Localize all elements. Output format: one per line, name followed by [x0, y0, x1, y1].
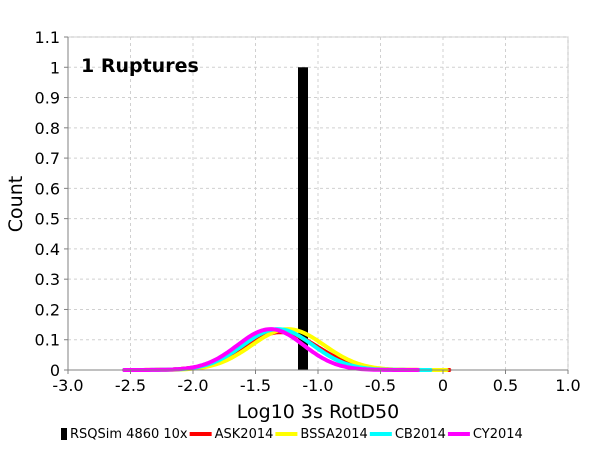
bar-layer: [298, 67, 308, 370]
legend-label: ASK2014: [215, 427, 274, 442]
x-tick-label: -1.0: [302, 376, 333, 395]
legend-label: BSSA2014: [300, 427, 367, 442]
x-tick-label: 0: [438, 376, 448, 395]
y-tick-label: 0.6: [35, 179, 60, 198]
legend-label: CB2014: [395, 427, 446, 442]
y-tick-label: 1: [50, 58, 60, 77]
x-tick-labels: -3.0 -2.5 -2.0 -1.5 -1.0 -0.5 0 0.5 1.0: [52, 370, 581, 395]
y-tick-label: 0.7: [35, 149, 60, 168]
chart-annotation: 1 Ruptures: [81, 55, 199, 77]
x-tick-label: 1.0: [555, 376, 580, 395]
y-tick-label: 0.2: [35, 300, 60, 319]
y-axis-title: Count: [5, 176, 27, 232]
x-tick-label: -2.5: [115, 376, 146, 395]
x-tick-label: -1.5: [240, 376, 271, 395]
y-tick-label: 0.1: [35, 331, 60, 350]
y-tick-label: 0.4: [35, 240, 60, 259]
legend: RSQSim 4860 10x ASK2014 BSSA2014 CB2014 CY20…: [61, 427, 523, 442]
grid: [67, 36, 569, 371]
y-tick-label: 0: [50, 361, 60, 380]
legend-swatch: [61, 428, 67, 440]
y-tick-labels: 0 0.1 0.2 0.3 0.4 0.5 0.6 0.7 0.8 0.9 1 1.1: [35, 28, 68, 380]
histogram-bar: [298, 67, 308, 370]
y-tick-label: 0.9: [35, 89, 60, 108]
y-tick-label: 0.3: [35, 270, 60, 289]
y-tick-label: 0.5: [35, 210, 60, 229]
y-tick-label: 1.1: [35, 28, 60, 47]
x-axis-title: Log10 3s RotD50: [237, 401, 399, 423]
y-tick-label: 0.8: [35, 119, 60, 138]
legend-label: RSQSim 4860 10x: [70, 427, 188, 442]
x-tick-label: -2.0: [177, 376, 208, 395]
x-tick-label: 0.5: [493, 376, 518, 395]
legend-label: CY2014: [473, 427, 523, 442]
x-tick-label: -3.0: [52, 376, 83, 395]
x-tick-label: -0.5: [365, 376, 396, 395]
